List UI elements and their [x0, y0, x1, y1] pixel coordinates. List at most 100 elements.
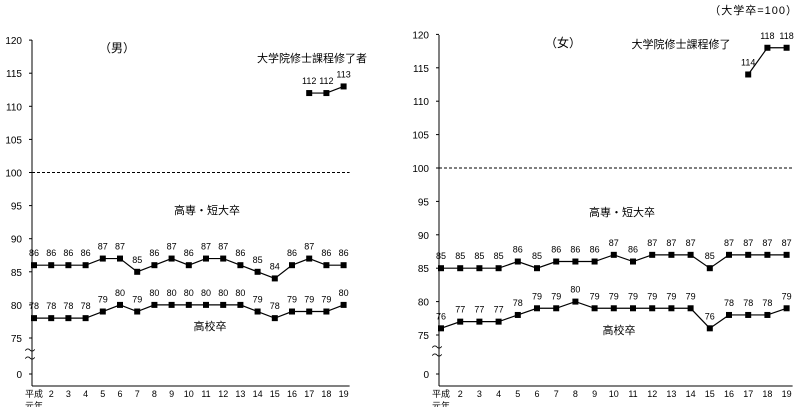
y-tick-label: 115: [6, 69, 22, 80]
axis-break-mark: 〜: [25, 345, 36, 357]
y-tick-label: 75: [418, 331, 430, 342]
x-tick-label: 5: [100, 389, 105, 399]
x-tick-label: 9: [169, 389, 174, 399]
data-label: 79: [287, 295, 297, 305]
data-label: 79: [98, 295, 108, 305]
data-label: 86: [235, 248, 245, 258]
data-point: [668, 305, 675, 312]
data-label: 114: [741, 57, 755, 67]
data-label: 79: [304, 295, 314, 305]
data-point: [591, 258, 598, 265]
data-point: [82, 262, 89, 269]
data-point: [687, 251, 694, 258]
data-point: [323, 308, 330, 315]
data-point: [168, 301, 175, 308]
data-point: [457, 318, 464, 325]
series-label: 高校卒: [194, 319, 227, 333]
data-point: [99, 308, 106, 315]
x-tick-label: 12: [647, 389, 657, 399]
data-label: 78: [724, 298, 734, 308]
y-tick-label: 90: [11, 235, 23, 246]
axis-break-mark: 〜: [25, 353, 36, 365]
data-point: [783, 305, 790, 312]
x-tick-label: 16: [287, 389, 297, 399]
x-tick-label: 8: [573, 389, 578, 399]
x-tick-label: 10: [609, 389, 619, 399]
data-point: [31, 315, 37, 322]
data-label: 77: [494, 305, 504, 315]
data-point: [649, 251, 656, 258]
data-point: [438, 265, 444, 272]
x-tick-label: 14: [253, 389, 263, 399]
x-tick-label: 13: [666, 389, 676, 399]
data-point: [99, 255, 106, 262]
data-point: [783, 44, 790, 51]
data-point: [306, 308, 313, 315]
data-point: [553, 305, 560, 312]
data-label: 79: [686, 291, 696, 301]
y-tick-label: 85: [11, 268, 23, 279]
x-tick-label: 2: [458, 389, 463, 399]
data-point: [185, 262, 192, 269]
data-label: 77: [455, 305, 465, 315]
data-label: 85: [436, 251, 446, 261]
data-point: [220, 255, 227, 262]
data-label: 80: [201, 288, 211, 298]
x-tick-label: 7: [135, 389, 140, 399]
data-label: 85: [455, 251, 465, 261]
panel-title: （女）: [545, 35, 581, 50]
x-tick-label: 19: [782, 389, 792, 399]
x-tick-label: 4: [83, 389, 88, 399]
note-base: （大学卒=100）: [709, 5, 798, 17]
x-tick-label: 15: [705, 389, 715, 399]
data-point: [457, 265, 464, 272]
data-point: [495, 318, 502, 325]
x-tick-label: 11: [628, 389, 637, 399]
data-label: 86: [628, 245, 638, 255]
x-tick-label: 元年: [25, 400, 43, 407]
data-label: 77: [474, 305, 484, 315]
data-label: 76: [436, 311, 446, 321]
data-point: [764, 44, 771, 51]
data-label: 87: [666, 238, 676, 248]
data-point: [764, 311, 771, 318]
data-point: [687, 305, 694, 312]
series-label: 大学院修士課程修了: [632, 37, 731, 51]
data-point: [726, 251, 732, 258]
data-point: [271, 275, 278, 282]
data-point: [726, 311, 732, 318]
data-label: 78: [743, 298, 753, 308]
data-point: [168, 255, 175, 262]
y-tick-label: 0: [16, 370, 22, 381]
x-tick-label: 平成: [25, 388, 43, 399]
y-tick-label: 95: [418, 197, 430, 208]
data-point: [65, 262, 72, 269]
x-tick-label: 13: [235, 389, 245, 399]
data-point: [649, 305, 656, 312]
x-tick-label: 11: [201, 389, 210, 399]
data-point: [495, 265, 502, 272]
x-tick-label: 8: [152, 389, 157, 399]
x-tick-label: 10: [184, 389, 194, 399]
data-label: 80: [184, 288, 194, 298]
data-label: 78: [762, 298, 772, 308]
x-tick-label: 15: [270, 389, 280, 399]
data-label: 87: [762, 238, 772, 248]
data-label: 86: [63, 248, 73, 258]
data-point: [591, 305, 598, 312]
data-label: 87: [98, 242, 108, 252]
data-point: [117, 301, 123, 308]
data-point: [48, 315, 55, 322]
data-point: [745, 311, 752, 318]
y-tick-label: 0: [423, 370, 429, 381]
data-point: [610, 251, 617, 258]
data-label: 87: [218, 242, 228, 252]
data-label: 86: [81, 248, 91, 258]
data-point: [514, 311, 521, 318]
data-label: 86: [184, 248, 194, 258]
data-label: 79: [321, 295, 331, 305]
data-label: 79: [590, 291, 600, 301]
data-point: [134, 308, 141, 315]
data-label: 118: [779, 31, 793, 41]
